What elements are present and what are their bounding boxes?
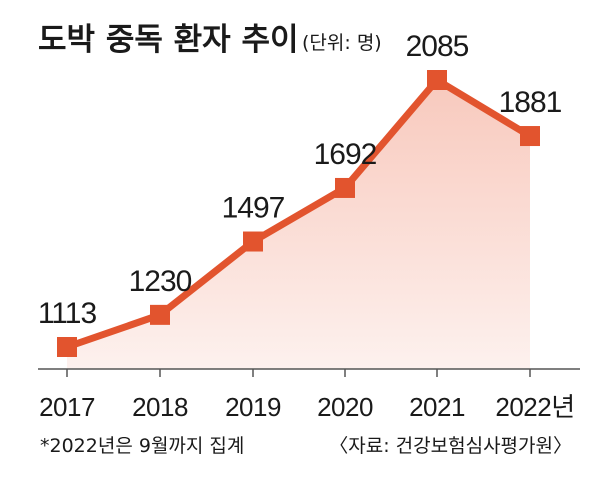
x-tick-label: 2017 [39, 392, 95, 422]
data-point [520, 126, 540, 147]
x-tick-label: 2022년 [495, 392, 574, 422]
data-label: 1881 [499, 86, 562, 119]
x-tick-label: 2021 [409, 392, 465, 422]
x-tick-label: 2019 [225, 392, 281, 422]
series-line [65, 75, 532, 351]
data-label: 2085 [406, 30, 469, 63]
chart-title: 도박 중독 환자 추이 [38, 22, 299, 58]
footnote: *2022년은 9월까지 집계 [40, 435, 244, 457]
data-point [57, 337, 77, 357]
unit-note: (단위: 명) [302, 32, 382, 54]
data-point [427, 70, 447, 90]
data-label: 1692 [314, 138, 377, 171]
x-tick-label: 2020 [317, 392, 373, 422]
data-label: 1113 [38, 297, 97, 330]
data-point [335, 177, 355, 198]
data-label: 1230 [129, 265, 192, 298]
data-label: 1497 [222, 192, 285, 225]
series-area [67, 80, 530, 369]
data-point [243, 231, 263, 252]
data-point [150, 304, 170, 325]
x-tick-label: 2018 [132, 392, 188, 422]
plot-area: 1113 1230 1497 1692 2085 1881 2017 2018 2019 2020… [38, 30, 580, 422]
source-note: 〈자료: 건강보험심사평가원〉 [329, 435, 572, 457]
